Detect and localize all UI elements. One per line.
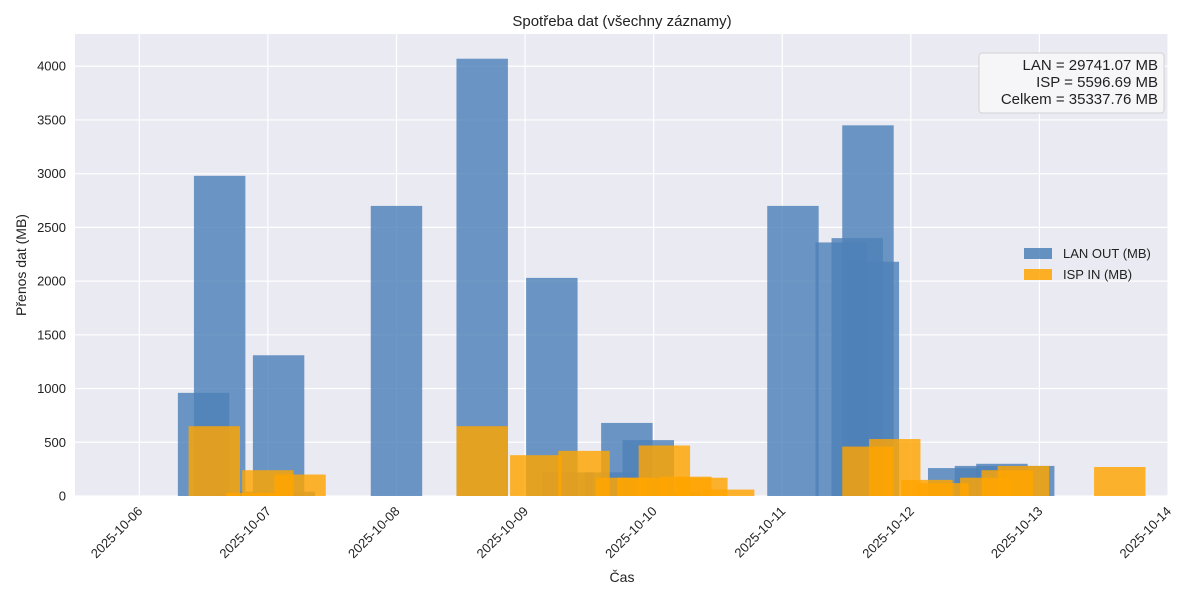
stats-lan: LAN = 29741.07 MB	[1022, 57, 1158, 74]
stats-isp: ISP = 5596.69 MB	[1036, 74, 1158, 91]
chart-title: Spotřeba dat (všechny záznamy)	[512, 13, 731, 30]
y-tick-label: 0	[59, 489, 66, 504]
y-tick-label: 3000	[37, 166, 66, 181]
isp-bar	[1094, 466, 1146, 496]
isp-bar	[510, 455, 562, 496]
y-tick-label: 1500	[37, 327, 66, 342]
legend-swatch-isp	[1024, 269, 1052, 280]
isp-bar	[274, 474, 326, 496]
legend-label-lan: LAN OUT (MB)	[1063, 246, 1151, 261]
y-axis-ticks: 0 500 1000 1500 2000 2500 3000 3500 4000	[37, 59, 66, 504]
bars	[177, 58, 1146, 497]
y-tick-label: 4000	[37, 59, 66, 74]
y-axis-label: Přenos dat (MB)	[13, 214, 29, 316]
legend-label-isp: ISP IN (MB)	[1063, 267, 1132, 282]
stats-box-frame	[978, 52, 1165, 114]
y-tick-label: 1000	[37, 381, 66, 396]
legend: LAN OUT (MB) ISP IN (MB)	[1024, 246, 1151, 282]
stats-total: Celkem = 35337.76 MB	[1001, 91, 1158, 108]
x-axis-label: Čas	[610, 569, 635, 585]
y-tick-label: 500	[44, 435, 66, 450]
isp-bar	[917, 483, 969, 496]
stats-box: LAN = 29741.07 MB ISP = 5596.69 MB Celke…	[978, 52, 1165, 114]
isp-bar	[702, 489, 755, 496]
lan-bar	[767, 205, 819, 496]
lan-bar	[370, 205, 423, 496]
isp-bar	[997, 465, 1050, 496]
y-tick-label: 2000	[37, 274, 66, 289]
isp-bar	[188, 426, 241, 496]
legend-swatch-lan	[1024, 248, 1052, 259]
lan-bar	[456, 58, 508, 496]
y-tick-label: 2500	[37, 220, 66, 235]
isp-bar	[456, 426, 508, 496]
y-tick-label: 3500	[37, 112, 66, 127]
